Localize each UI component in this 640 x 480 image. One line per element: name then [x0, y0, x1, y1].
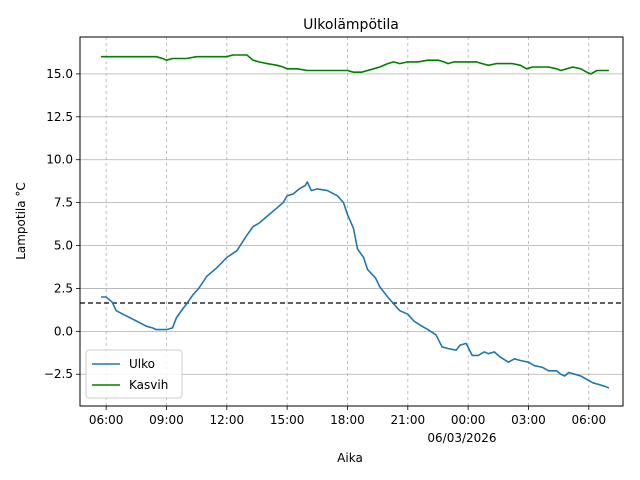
series-line-kasvih [101, 54, 609, 75]
y-tick-label: 0.0 [54, 324, 73, 338]
plot-background [80, 37, 623, 406]
x-tick-label: 09:00 [149, 413, 184, 427]
x-tick-label: 00:00 [451, 413, 486, 427]
x-tick-label: 06:00 [572, 413, 607, 427]
y-tick-label: 2.5 [54, 281, 73, 295]
x-tick-label: 21:00 [391, 413, 426, 427]
y-tick-label: 7.5 [54, 196, 73, 210]
y-axis-ticks: −2.5 0.0 2.5 5.0 7.5 10.0 12.5 15.0 [44, 67, 80, 381]
x-tick-label: 06:00 [89, 413, 124, 427]
y-tick-label: 10.0 [46, 153, 73, 167]
legend-label-ulko: Ulko [129, 357, 155, 371]
x-tick-label: 18:00 [330, 413, 365, 427]
legend-box [85, 349, 183, 399]
x-axis-label: Aika [337, 451, 363, 465]
legend: Ulko Kasvih [85, 349, 183, 399]
grid [80, 37, 623, 406]
series-line-ulko [101, 181, 610, 389]
x-axis-ticks: 06:00 09:00 12:00 15:00 18:00 21:00 00:00 03:00… [89, 406, 606, 427]
y-tick-label: 12.5 [46, 110, 73, 124]
legend-label-kasvih: Kasvih [129, 378, 168, 392]
series-layer [101, 54, 610, 389]
y-tick-label: −2.5 [44, 367, 73, 381]
chart-title: Ulkolämpötila [303, 17, 399, 33]
x-tick-label: 15:00 [270, 413, 305, 427]
plot-frame [79, 36, 624, 407]
x-axis-date-label: 06/03/2026 [427, 431, 496, 445]
y-tick-label: 5.0 [54, 239, 73, 253]
y-axis-label: Lampotila °C [14, 182, 28, 260]
y-tick-label: 15.0 [46, 67, 73, 81]
x-tick-label: 12:00 [210, 413, 245, 427]
x-tick-label: 03:00 [511, 413, 546, 427]
